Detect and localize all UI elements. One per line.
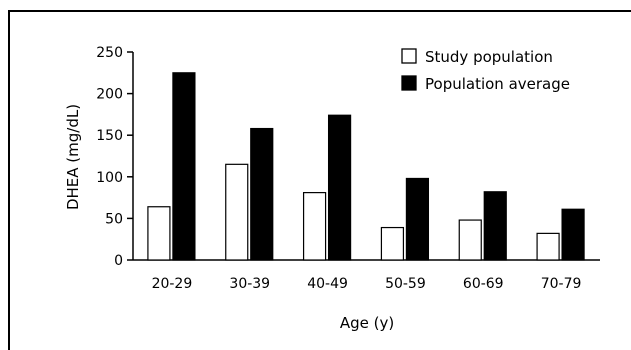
bar-population-average (250, 127, 274, 261)
bar-study-population (225, 163, 249, 261)
y-tick-label: 150 (96, 128, 123, 144)
y-tick-label: 200 (96, 87, 123, 103)
bar-population-average (561, 208, 585, 261)
bar-study-population (380, 226, 405, 261)
chart-frame (8, 10, 631, 350)
legend-label: Study population (425, 48, 553, 66)
legend-swatch-population-average (401, 75, 417, 91)
axes (127, 51, 600, 261)
legend: Study population Population average (401, 48, 570, 93)
y-tick-label: 0 (114, 253, 123, 269)
bar-population-average (483, 191, 507, 261)
bar-population-average (327, 114, 352, 261)
bar-study-population (458, 219, 482, 261)
bar-study-population (302, 192, 327, 261)
legend-label: Population average (425, 75, 570, 93)
bar-study-population (536, 232, 560, 261)
x-category-label: 50-59 (385, 276, 426, 292)
bar-population-average (172, 72, 196, 261)
bar-population-average (405, 177, 430, 261)
bars (147, 72, 585, 261)
y-tick-label: 250 (96, 45, 123, 61)
y-axis-label: DHEA (mg/dL) (64, 104, 82, 210)
x-category-labels: 20-29 30-39 40-49 50-59 60-69 70-79 (152, 276, 582, 292)
bar-study-population (147, 206, 171, 261)
legend-swatch-study-population (401, 48, 417, 64)
x-category-label: 70-79 (541, 276, 582, 292)
x-category-label: 60-69 (463, 276, 504, 292)
x-category-label: 30-39 (229, 276, 270, 292)
y-tick-label: 50 (105, 211, 123, 227)
x-category-label: 40-49 (307, 276, 348, 292)
y-tick-labels: 0 50 100 150 200 250 (96, 45, 123, 269)
y-tick-label: 100 (96, 170, 123, 186)
x-axis-label: Age (y) (340, 314, 394, 332)
x-category-label: 20-29 (152, 276, 193, 292)
